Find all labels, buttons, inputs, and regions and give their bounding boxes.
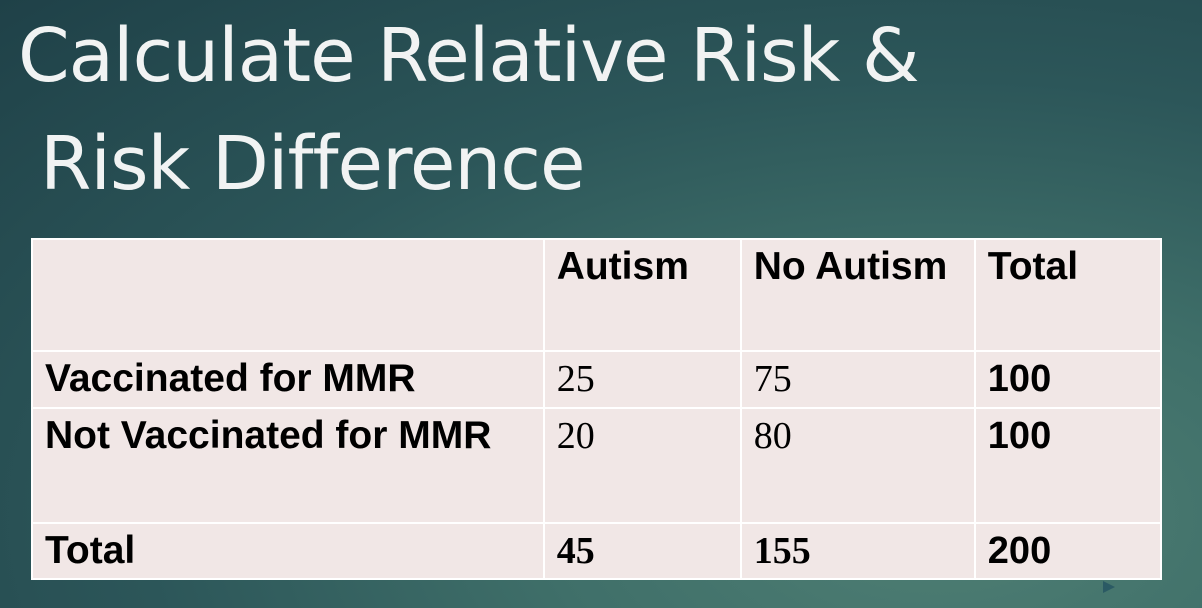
row-label-vaccinated: Vaccinated for MMR <box>31 350 545 409</box>
slide-title-line-1: Calculate Relative Risk & <box>18 13 920 99</box>
cell-grand-total: 200 <box>973 522 1163 580</box>
cell-total-no-autism: 155 <box>739 522 976 580</box>
table-row: Vaccinated for MMR 25 75 100 <box>31 350 1163 409</box>
header-cell-autism: Autism <box>542 238 742 352</box>
header-cell-total: Total <box>973 238 1163 352</box>
table-row: Not Vaccinated for MMR 20 80 100 <box>31 407 1163 524</box>
contingency-table: Autism No Autism Total Vaccinated for MM… <box>31 238 1163 580</box>
row-label-total: Total <box>31 522 545 580</box>
cell-vaccinated-autism: 25 <box>542 350 742 409</box>
row-label-not-vaccinated: Not Vaccinated for MMR <box>31 407 545 524</box>
table-row: Total 45 155 200 <box>31 522 1163 580</box>
slide-title: Calculate Relative Risk & Risk Differenc… <box>18 2 1168 218</box>
header-cell-empty <box>31 238 545 352</box>
cell-not-vaccinated-no-autism: 80 <box>739 407 976 524</box>
cell-total-autism: 45 <box>542 522 742 580</box>
cell-not-vaccinated-autism: 20 <box>542 407 742 524</box>
cell-vaccinated-no-autism: 75 <box>739 350 976 409</box>
table-header-row: Autism No Autism Total <box>31 238 1163 352</box>
triangle-right-icon <box>1103 581 1115 593</box>
slide-title-line-2: Risk Difference <box>40 121 586 207</box>
cell-not-vaccinated-total: 100 <box>973 407 1163 524</box>
header-cell-no-autism: No Autism <box>739 238 976 352</box>
cell-vaccinated-total: 100 <box>973 350 1163 409</box>
